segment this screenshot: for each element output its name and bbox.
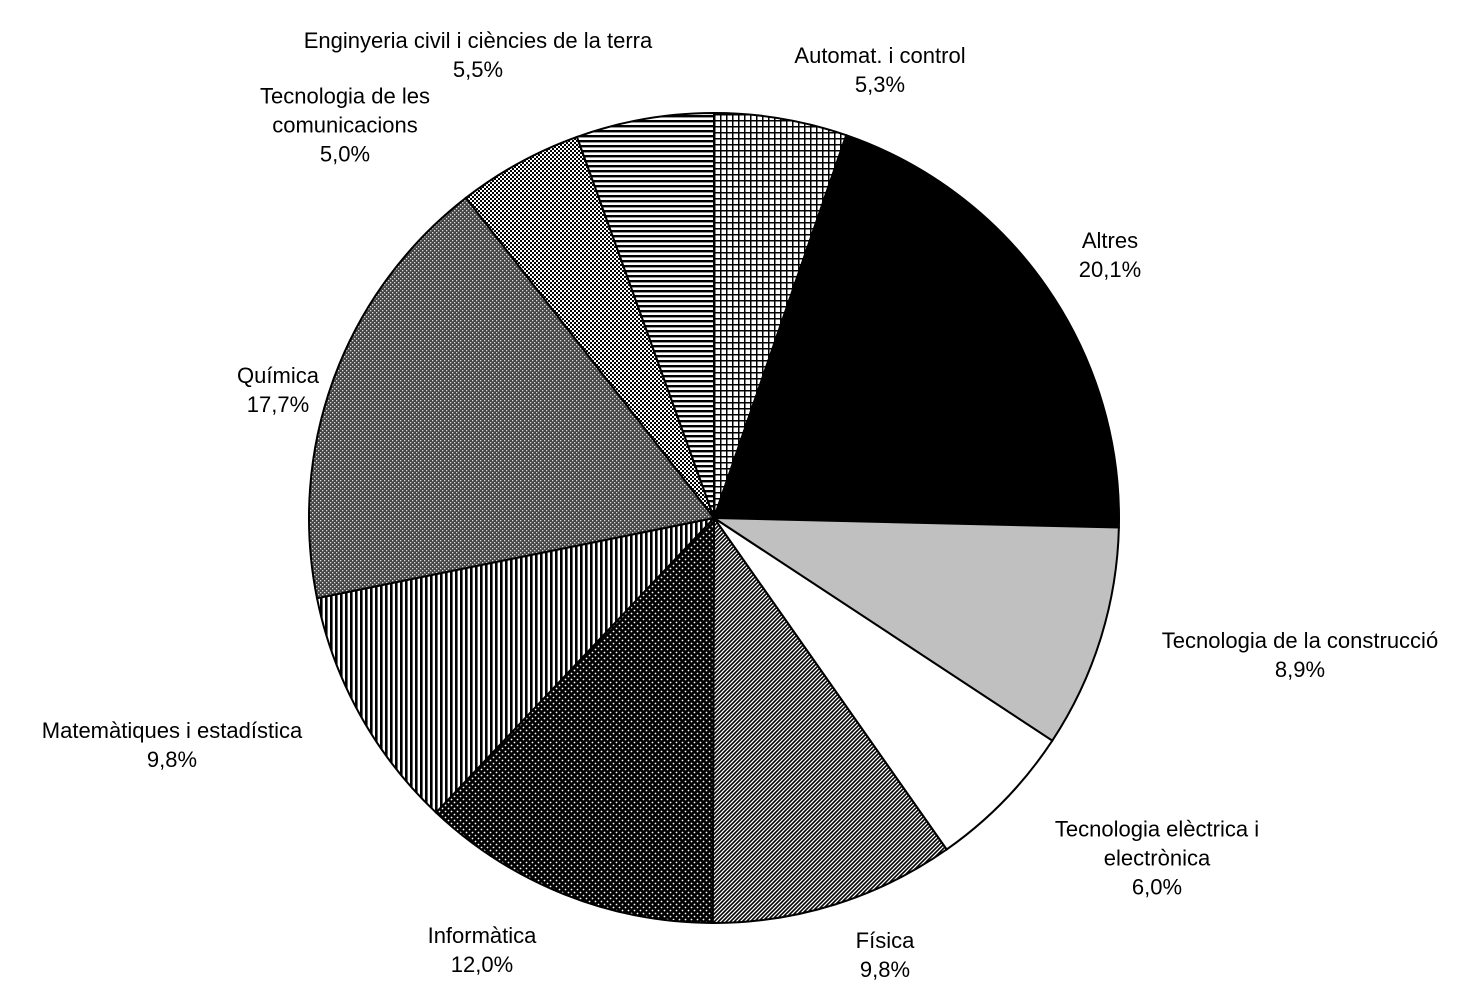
slice-label: Altres 20,1%: [1010, 226, 1210, 284]
slice-label: Automat. i control 5,3%: [730, 41, 1030, 99]
category-label: Matemàtiques i estadística: [41, 718, 303, 743]
pie-slice: [434, 515, 716, 925]
slice-label: Química 17,7%: [178, 361, 378, 419]
value-label: 12,0%: [450, 952, 514, 977]
category-label: Altres: [1081, 228, 1139, 253]
category-label: Enginyeria civil i ciències de la terra: [303, 28, 653, 53]
pie-slice: [710, 516, 1120, 743]
value-label: 9,8%: [859, 957, 911, 982]
value-label: 6,0%: [1131, 874, 1183, 900]
value-label: 8,9%: [1274, 657, 1326, 682]
value-label: 17,7%: [246, 392, 310, 417]
value-label: 5,0%: [319, 141, 371, 167]
category-label: Física: [855, 928, 915, 953]
slice-label: Informàtica 12,0%: [382, 921, 582, 979]
pie-slice: [315, 516, 717, 814]
pie-slice: [713, 111, 848, 519]
category-label: Informàtica: [427, 923, 537, 948]
category-label: Tecnologia elèctrica i electrònica: [1054, 816, 1260, 871]
category-label: Automat. i control: [794, 43, 966, 68]
slice-label: Matemàtiques i estadística 9,8%: [2, 716, 342, 774]
pie-slice: [711, 514, 949, 924]
slice-label: Física 9,8%: [785, 926, 985, 984]
category-label: Química: [237, 363, 319, 388]
value-label: 20,1%: [1078, 257, 1142, 282]
pie-slice: [713, 517, 1054, 851]
value-label: 9,8%: [146, 747, 198, 772]
slice-label: Tecnologia de la construcció 8,9%: [1120, 626, 1477, 684]
slice-label: Tecnologia de les comunicacions 5,0%: [230, 82, 460, 169]
slice-label: Tecnologia elèctrica i electrònica 6,0%: [1022, 815, 1292, 902]
pie-slice: [575, 111, 715, 519]
value-label: 5,3%: [854, 72, 906, 97]
pie-slice: [712, 133, 1120, 529]
category-label: Tecnologia de la construcció: [1161, 628, 1439, 653]
value-label: 5,5%: [452, 57, 504, 82]
slice-label: Enginyeria civil i ciències de la terra 5…: [288, 26, 668, 84]
category-label: Tecnologia de les comunicacions: [259, 83, 430, 138]
pie-slice: [308, 196, 716, 600]
